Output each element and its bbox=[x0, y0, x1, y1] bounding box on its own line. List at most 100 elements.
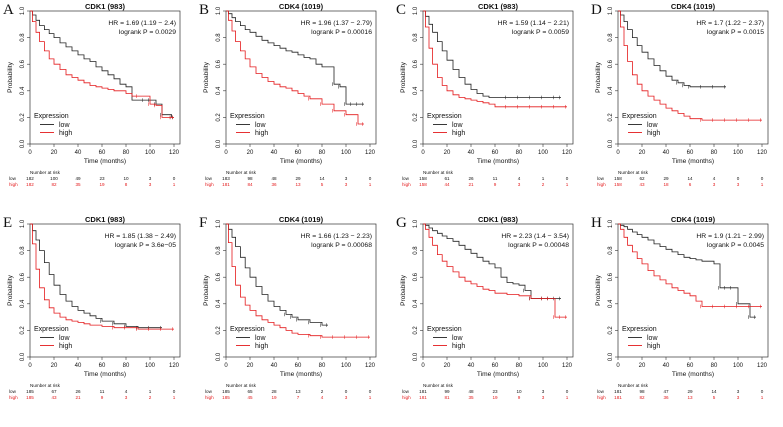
risk-count-low: 98 bbox=[639, 389, 645, 394]
risk-count-high: 8 bbox=[125, 182, 128, 187]
legend-label-high: high bbox=[255, 343, 268, 350]
x-tick-label: 60 bbox=[687, 363, 694, 369]
risk-count-low: 182 bbox=[26, 176, 34, 181]
risk-count-high: 1 bbox=[566, 182, 569, 187]
km-curve-low bbox=[618, 223, 756, 318]
risk-row-label-high: high bbox=[9, 395, 18, 400]
risk-row-label-low: low bbox=[9, 176, 17, 181]
x-tick-label: 80 bbox=[711, 363, 718, 369]
y-tick-label: 0.4 bbox=[20, 86, 26, 95]
risk-row-label-low: low bbox=[205, 176, 213, 181]
km-curve-low bbox=[423, 223, 561, 299]
legend-label-low: low bbox=[255, 122, 266, 129]
risk-count-low: 65 bbox=[247, 389, 253, 394]
x-tick-label: 0 bbox=[224, 150, 228, 156]
panel-f: F CDK4 (1019) 0.0 0.2 0.4 0.6 0.8 1.0 Probabilit… bbox=[199, 215, 377, 400]
risk-count-high: 21 bbox=[468, 182, 474, 187]
risk-row-label-high: high bbox=[9, 182, 18, 187]
risk-count-low: 2 bbox=[321, 389, 324, 394]
risk-count-high: 45 bbox=[247, 395, 253, 400]
risk-count-low: 183 bbox=[222, 176, 230, 181]
y-tick-label: 0.0 bbox=[20, 139, 26, 148]
panel-letter: B bbox=[199, 2, 209, 18]
risk-count-high: 1 bbox=[761, 395, 764, 400]
risk-count-low: 0 bbox=[566, 389, 569, 394]
risk-count-high: 35 bbox=[468, 395, 474, 400]
y-tick-label: 0.0 bbox=[608, 139, 614, 148]
logrank-pvalue: logrank P = 3.6e−05 bbox=[115, 242, 176, 249]
risk-count-high: 3 bbox=[542, 395, 545, 400]
x-tick-label: 0 bbox=[28, 150, 32, 156]
km-curve-low bbox=[30, 10, 174, 118]
risk-count-high: 9 bbox=[518, 395, 521, 400]
risk-count-low: 1 bbox=[542, 176, 545, 181]
y-axis-label: Probability bbox=[203, 61, 210, 92]
legend-label-high: high bbox=[452, 130, 465, 137]
risk-count-high: 5 bbox=[713, 395, 716, 400]
x-tick-label: 20 bbox=[247, 150, 254, 156]
risk-row-label-low: low bbox=[402, 176, 410, 181]
km-curve-high bbox=[618, 223, 762, 307]
risk-count-high: 4 bbox=[321, 395, 324, 400]
risk-row-label-low: low bbox=[205, 389, 213, 394]
risk-count-high: 5 bbox=[321, 182, 324, 187]
x-tick-label: 0 bbox=[421, 363, 425, 369]
risk-count-low: 181 bbox=[614, 389, 622, 394]
plot-frame bbox=[617, 10, 769, 145]
y-tick-label: 1.0 bbox=[413, 6, 419, 15]
panel-g: G CDK1 (983) 0.0 0.2 0.4 0.6 0.8 1.0 Probability… bbox=[396, 215, 574, 400]
risk-count-high: 1 bbox=[369, 182, 372, 187]
risk-row-label-low: low bbox=[9, 389, 17, 394]
y-axis-label: Probability bbox=[400, 274, 407, 305]
plot-frame bbox=[29, 10, 181, 145]
x-axis-label: Time (months) bbox=[84, 371, 126, 378]
risk-count-low: 0 bbox=[761, 389, 764, 394]
legend-title: Expression bbox=[427, 113, 462, 120]
risk-count-low: 0 bbox=[173, 176, 176, 181]
risk-count-low: 10 bbox=[123, 176, 129, 181]
km-curve-low bbox=[30, 223, 162, 329]
y-tick-label: 0.4 bbox=[216, 86, 222, 95]
risk-count-high: 9 bbox=[101, 395, 104, 400]
y-tick-label: 0.6 bbox=[608, 59, 614, 68]
risk-count-high: 185 bbox=[26, 395, 34, 400]
risk-count-low: 29 bbox=[687, 389, 693, 394]
y-tick-label: 0.8 bbox=[216, 246, 222, 255]
x-tick-label: 60 bbox=[687, 150, 694, 156]
logrank-pvalue: logrank P = 0.00068 bbox=[311, 242, 372, 249]
risk-count-high: 1 bbox=[173, 395, 176, 400]
legend-label-high: high bbox=[647, 343, 660, 350]
x-tick-label: 40 bbox=[271, 150, 278, 156]
risk-count-high: 3 bbox=[737, 182, 740, 187]
risk-count-low: 0 bbox=[566, 176, 569, 181]
risk-count-low: 26 bbox=[468, 176, 474, 181]
risk-count-high: 6 bbox=[689, 182, 692, 187]
risk-count-low: 67 bbox=[51, 389, 57, 394]
panel-letter: E bbox=[3, 215, 12, 231]
y-tick-label: 0.6 bbox=[216, 59, 222, 68]
risk-count-high: 1 bbox=[173, 182, 176, 187]
x-tick-label: 100 bbox=[733, 150, 744, 156]
risk-row-label-low: low bbox=[597, 176, 605, 181]
km-curve-high bbox=[30, 10, 174, 118]
risk-count-high: 3 bbox=[737, 395, 740, 400]
x-axis-label: Time (months) bbox=[280, 158, 322, 165]
risk-count-high: 2 bbox=[542, 182, 545, 187]
x-tick-label: 120 bbox=[562, 363, 573, 369]
y-tick-label: 0.6 bbox=[20, 59, 26, 68]
x-tick-label: 100 bbox=[145, 363, 156, 369]
y-tick-label: 0.2 bbox=[608, 113, 614, 122]
logrank-pvalue: logrank P = 0.0045 bbox=[707, 242, 764, 249]
risk-count-low: 1 bbox=[149, 389, 152, 394]
risk-count-high: 2 bbox=[149, 395, 152, 400]
risk-count-high: 3 bbox=[518, 182, 521, 187]
risk-count-high: 7 bbox=[297, 395, 300, 400]
risk-count-low: 23 bbox=[492, 389, 498, 394]
risk-count-high: 1 bbox=[761, 182, 764, 187]
km-curve-low bbox=[618, 10, 726, 88]
risk-table-title: Number at risk bbox=[226, 170, 257, 175]
y-tick-label: 1.0 bbox=[413, 219, 419, 228]
y-tick-label: 0.0 bbox=[608, 352, 614, 361]
x-tick-label: 100 bbox=[733, 363, 744, 369]
